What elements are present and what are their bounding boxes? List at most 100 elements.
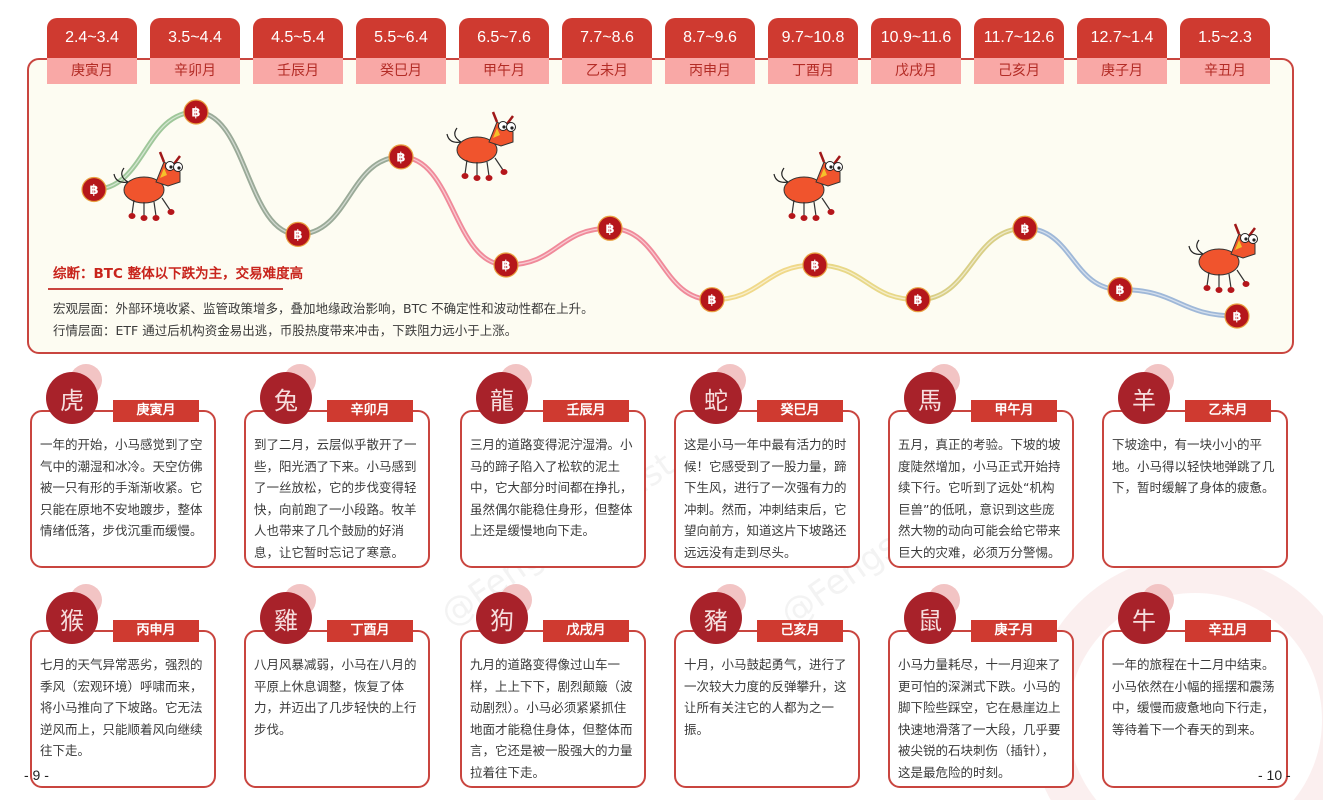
tab-1: 2.4~3.4 庚寅月 [47, 18, 137, 84]
card-month-title: 壬辰月 [543, 400, 629, 422]
svg-text:฿: ฿ [810, 259, 819, 274]
horse-icon: 馬 [904, 372, 956, 424]
tab-month-label: 戊戌月 [871, 58, 961, 84]
tab-month-label: 庚寅月 [47, 58, 137, 84]
bitcoin-coin-icon: ฿ [285, 221, 311, 247]
card-month-title: 辛丑月 [1185, 620, 1271, 642]
month-card: 羊乙未月 下坡途中，有一块小小的平地。小马得以轻快地弹跳了几下，暂时缓解了身体的疲… [1102, 364, 1288, 570]
bitcoin-coin-icon: ฿ [699, 287, 725, 313]
tab-date-range: 2.4~3.4 [47, 18, 137, 58]
card-month-title: 癸巳月 [757, 400, 843, 422]
tab-9: 10.9~11.6 戊戌月 [871, 18, 961, 84]
trend-segment [814, 264, 919, 301]
rabbit-icon: 兔 [260, 372, 312, 424]
svg-text:฿: ฿ [707, 293, 716, 308]
tab-month-label: 癸巳月 [356, 58, 446, 84]
card-month-title: 辛卯月 [327, 400, 413, 422]
summary-underline [48, 288, 283, 290]
tab-8: 9.7~10.8 丁酉月 [768, 18, 858, 84]
trend-segment [195, 111, 299, 236]
tab-month-label: 庚子月 [1077, 58, 1167, 84]
card-frame [460, 630, 646, 788]
card-frame [674, 630, 860, 788]
tab-5: 6.5~7.6 甲午月 [459, 18, 549, 84]
tab-date-range: 1.5~2.3 [1180, 18, 1270, 58]
horse-illustration-icon [773, 151, 843, 221]
tab-2: 3.5~4.4 辛卯月 [150, 18, 240, 84]
tab-month-label: 丁酉月 [768, 58, 858, 84]
tab-date-range: 10.9~11.6 [871, 18, 961, 58]
month-card: 鼠庚子月 小马力量耗尽，十一月迎来了更可怕的深渊式下跌。小马的脚下险些踩空，它在悬… [888, 584, 1074, 790]
tab-month-label: 辛卯月 [150, 58, 240, 84]
goat-icon: 羊 [1118, 372, 1170, 424]
card-month-title: 己亥月 [757, 620, 843, 642]
trend-segment [400, 156, 507, 266]
bitcoin-coin-icon: ฿ [81, 176, 107, 203]
summary-market: 行情层面：ETF 通过后机构资金易出逃，币股热度带来冲击，下跌阻力远小于上涨。 [53, 323, 518, 338]
month-card: 兔辛卯月到了二月，云层似乎散开了一些，阳光洒了下来。小马感到了一丝放松，它的步伐… [244, 364, 430, 570]
tab-11: 12.7~1.4 庚子月 [1077, 18, 1167, 84]
dog-icon: 狗 [476, 592, 528, 644]
monkey-icon: 猴 [46, 592, 98, 644]
trend-segment [297, 156, 402, 236]
bitcoin-coin-icon: ฿ [1107, 276, 1133, 303]
tab-date-range: 6.5~7.6 [459, 18, 549, 58]
tab-4: 5.5~6.4 癸巳月 [356, 18, 446, 84]
tab-date-range: 8.7~9.6 [665, 18, 755, 58]
trend-segment [93, 111, 197, 191]
trend-segment [711, 264, 816, 301]
tab-date-range: 7.7~8.6 [562, 18, 652, 58]
snake-icon: 蛇 [690, 372, 742, 424]
month-card: 牛辛丑月 一年的旅程在十二月中结束。小马依然在小幅的摇摆和震荡中，缓慢而疲惫地向下… [1102, 584, 1288, 790]
card-month-title: 戊戌月 [543, 620, 629, 642]
bitcoin-coin-icon: ฿ [1012, 215, 1038, 241]
svg-text:฿: ฿ [1115, 283, 1124, 298]
card-frame [30, 410, 216, 568]
card-description: 到了二月，云层似乎散开了一些，阳光洒了下来。小马感到了一丝放松，它的步伐变得轻快… [254, 437, 417, 560]
card-description: 一年的开始，小马感觉到了空气中的潮湿和冰冷。天空仿佛被一只有形的手渐渐收紧。它只… [40, 437, 203, 538]
bitcoin-coin-icon: ฿ [493, 252, 519, 278]
card-month-title: 甲午月 [971, 400, 1057, 422]
tab-7: 8.7~9.6 丙申月 [665, 18, 755, 84]
svg-text:฿: ฿ [501, 259, 510, 274]
month-card: 蛇癸巳月这是小马一年中最有活力的时候！它感受到了一股力量，蹄下生风，进行了一次强… [674, 364, 860, 570]
month-card: 龍壬辰月三月的道路变得泥泞湿滑。小马的蹄子陷入了松软的泥土中，它大部分时间都在挣… [460, 364, 646, 570]
bitcoin-coin-icon: ฿ [183, 99, 209, 125]
tab-date-range: 4.5~5.4 [253, 18, 343, 58]
card-description: 这是小马一年中最有活力的时候！它感受到了一股力量，蹄下生风，进行了一次强有力的冲… [684, 437, 847, 560]
ox-icon: 牛 [1118, 592, 1170, 644]
bitcoin-coin-icon: ฿ [905, 287, 931, 313]
card-frame [674, 410, 860, 568]
card-frame [460, 410, 646, 568]
svg-text:฿: ฿ [191, 106, 200, 121]
tab-date-range: 3.5~4.4 [150, 18, 240, 58]
card-frame [244, 630, 430, 788]
card-month-title: 乙未月 [1185, 400, 1271, 422]
trend-segment [505, 227, 611, 266]
month-card: 虎庚寅月 一年的开始，小马感觉到了空气中的潮湿和冰冷。天空仿佛被一只有形的手渐渐收… [30, 364, 216, 570]
trend-segment [1119, 288, 1238, 317]
tab-6: 7.7~8.6 乙未月 [562, 18, 652, 84]
svg-text:฿: ฿ [913, 293, 922, 308]
tab-date-range: 12.7~1.4 [1077, 18, 1167, 58]
horse-illustration-icon [446, 111, 516, 181]
tab-12: 1.5~2.3 辛丑月 [1180, 18, 1270, 84]
card-frame [30, 630, 216, 788]
month-card: 狗戊戌月 九月的道路变得像过山车一样，上上下下，剧烈颠簸（波动剧烈）。小马必须紧紧… [460, 584, 646, 790]
tab-date-range: 5.5~6.4 [356, 18, 446, 58]
bitcoin-coin-icon: ฿ [597, 215, 623, 241]
tab-month-label: 乙未月 [562, 58, 652, 84]
bitcoin-coin-icon: ฿ [1224, 303, 1250, 329]
svg-text:฿: ฿ [605, 222, 614, 237]
dragon-icon: 龍 [476, 372, 528, 424]
tab-date-range: 9.7~10.8 [768, 18, 858, 58]
card-description: 三月的道路变得泥泞湿滑。小马的蹄子陷入了松软的泥土中，它大部分时间都在挣扎，虽然… [470, 437, 633, 538]
tab-month-label: 丙申月 [665, 58, 755, 84]
pig-icon: 豬 [690, 592, 742, 644]
card-description: 八月风暴减弱，小马在八月的平原上休息调整，恢复了体力，并迈出了几步轻快的上行步伐… [254, 657, 417, 737]
tab-3: 4.5~5.4 壬辰月 [253, 18, 343, 84]
card-month-title: 丙申月 [113, 620, 199, 642]
tab-month-label: 己亥月 [974, 58, 1064, 84]
month-card: 馬甲午月 五月，真正的考验。下坡的坡度陡然增加，小马正式开始持续下行。它听到了远处… [888, 364, 1074, 570]
btc-trend-chart: ฿ ฿ ฿ ฿ ฿ ฿ ฿ ฿ ฿ ฿ ฿ ฿ [81, 99, 1258, 329]
